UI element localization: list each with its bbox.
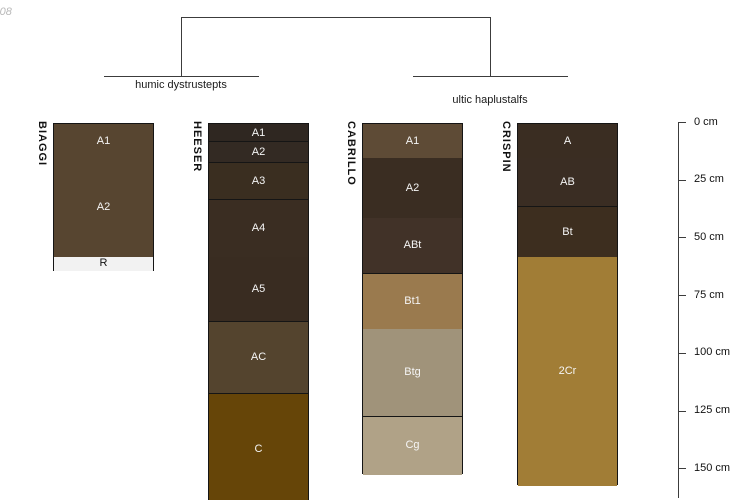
depth-axis-line — [678, 123, 679, 498]
horizon-label: A — [563, 135, 572, 147]
depth-axis-tick-label: 50 cm — [694, 231, 724, 243]
horizon-heeser-a3: A3 — [209, 163, 308, 200]
horizon-label: ABt — [403, 239, 422, 251]
horizon-label: A1 — [96, 135, 111, 147]
horizon-heeser-a2: A2 — [209, 142, 308, 163]
depth-axis-tick — [678, 411, 686, 412]
horizon-label: Btg — [404, 366, 421, 378]
horizon-label: C — [254, 443, 263, 455]
dendrogram-leaf-bar — [104, 76, 259, 77]
horizon-label: R — [99, 257, 108, 269]
corner-date-fragment: -08 — [0, 6, 12, 18]
profile-name-crispin: CRISPIN — [500, 121, 512, 173]
profile-name-cabrillo: CABRILLO — [345, 121, 357, 186]
dendrogram-branch-line — [181, 17, 182, 76]
profile-heeser: A1 A2 A3 A4 A5 AC C — [208, 123, 309, 500]
horizon-heeser-c: C — [209, 394, 308, 500]
profile-name-heeser: HEESER — [191, 121, 203, 173]
horizon-label: A1 — [251, 127, 266, 139]
horizon-cabrillo-a2: A2 — [363, 158, 462, 219]
horizon-label: A5 — [251, 283, 266, 295]
depth-axis-tick-label: 25 cm — [694, 173, 724, 185]
horizon-label: Bt1 — [404, 295, 421, 307]
depth-axis-tick — [678, 122, 686, 123]
depth-axis-tick — [678, 180, 686, 181]
depth-axis-tick-label: 150 cm — [694, 462, 731, 474]
dendrogram-group-label: ultic haplustalfs — [452, 94, 528, 106]
horizon-heeser-a4: A4 — [209, 200, 308, 258]
horizon-cabrillo-cg: Cg — [363, 417, 462, 475]
depth-axis-tick — [678, 295, 686, 296]
horizon-biaggi-a2: A2 — [54, 158, 153, 258]
horizon-label: A2 — [251, 146, 266, 158]
horizon-cabrillo-bt1: Bt1 — [363, 274, 462, 330]
horizon-crispin-a: A — [518, 124, 617, 159]
depth-axis-tick — [678, 353, 686, 354]
dendrogram-group-label: humic dystrustepts — [135, 79, 227, 91]
horizon-label: AC — [250, 351, 267, 363]
horizon-label: A2 — [96, 201, 111, 213]
depth-axis-tick-label: 125 cm — [694, 404, 731, 416]
dendrogram-branch-line — [490, 17, 491, 76]
horizon-crispin-bt: Bt — [518, 207, 617, 258]
horizon-label: A4 — [251, 222, 266, 234]
depth-axis-tick-label: 0 cm — [694, 116, 718, 128]
profile-name-biaggi: BIAGGI — [36, 121, 48, 167]
horizon-label: A1 — [405, 135, 420, 147]
horizon-label: A3 — [251, 175, 266, 187]
dendrogram-leaf-bar — [413, 76, 568, 77]
depth-axis-tick-label: 100 cm — [694, 346, 731, 358]
depth-axis-tick — [678, 237, 686, 238]
horizon-cabrillo-abt: ABt — [363, 218, 462, 274]
horizon-label: AB — [560, 176, 575, 188]
horizon-label: Cg — [405, 439, 420, 451]
depth-axis-tick-label: 75 cm — [694, 289, 724, 301]
horizon-label: Bt — [562, 226, 573, 238]
horizon-heeser-a1: A1 — [209, 124, 308, 142]
profile-biaggi: A1 A2 R — [53, 123, 154, 271]
horizon-heeser-a5: A5 — [209, 257, 308, 322]
horizon-biaggi-r: R — [54, 257, 153, 271]
horizon-cabrillo-a1: A1 — [363, 124, 462, 159]
horizon-biaggi-a1: A1 — [54, 124, 153, 159]
horizon-label: 2Cr — [558, 365, 577, 377]
profile-crispin: A AB Bt 2Cr — [517, 123, 618, 486]
horizon-crispin-2cr: 2Cr — [518, 257, 617, 486]
dendrogram-root-bar — [181, 17, 490, 18]
depth-axis-tick — [678, 468, 686, 469]
horizon-label: A2 — [405, 182, 420, 194]
profile-cabrillo: A1 A2 ABt Bt1 Btg Cg — [362, 123, 463, 475]
horizon-heeser-ac: AC — [209, 322, 308, 394]
horizon-cabrillo-btg: Btg — [363, 329, 462, 417]
horizon-crispin-ab: AB — [518, 158, 617, 207]
